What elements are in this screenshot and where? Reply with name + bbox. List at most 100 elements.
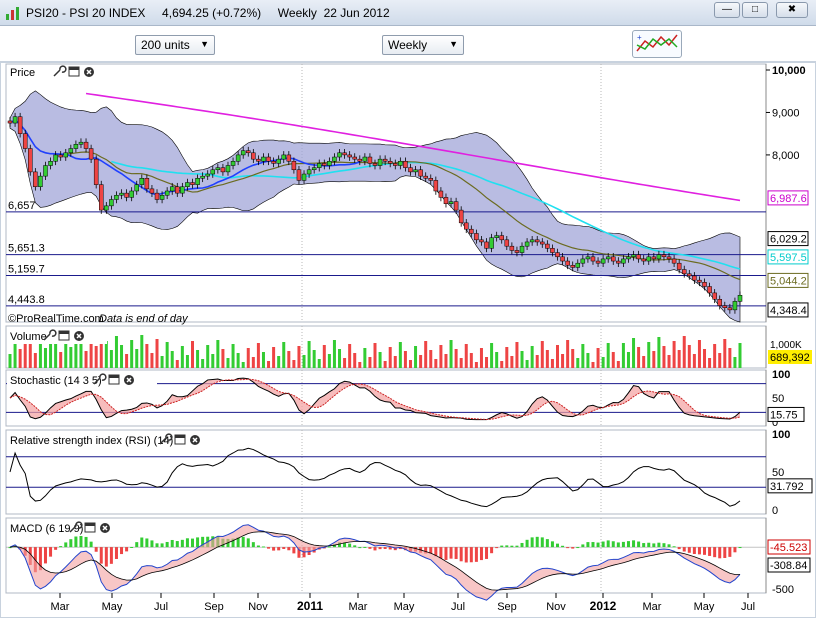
candle <box>175 186 180 194</box>
macd-histogram-bar <box>429 547 433 554</box>
stoch-fill <box>10 378 740 420</box>
volume-bar <box>256 343 260 368</box>
volume-bar <box>292 360 296 368</box>
volume-bar <box>550 359 554 368</box>
volume-bar <box>733 357 737 368</box>
stoch-marker-label: 15.75 <box>770 409 798 421</box>
indicators-button[interactable]: + <box>632 30 682 58</box>
close-window-button[interactable]: ✖ <box>776 2 808 18</box>
candle <box>28 148 33 173</box>
candle <box>169 186 175 192</box>
macd-histogram-bar <box>510 545 514 548</box>
x-tick-label: May <box>102 601 123 613</box>
x-tick-label: 2012 <box>590 599 617 613</box>
candle <box>631 254 636 258</box>
macd-histogram-bar <box>241 536 245 548</box>
volume-bar <box>49 334 53 368</box>
indicators-icon: + <box>636 33 678 52</box>
macd-histogram-bar <box>343 542 347 548</box>
volume-bar <box>38 339 42 368</box>
volume-bar <box>642 356 646 368</box>
volume-bar <box>170 351 174 368</box>
macd-histogram-bar <box>348 543 352 548</box>
volume-bar <box>317 359 321 368</box>
volume-bar <box>28 344 32 368</box>
volume-bar <box>114 336 118 368</box>
chart-canvas[interactable]: 6,657 5,651.3 5,159.7 4,443.8 10,000 9,000 8,0… <box>0 62 816 618</box>
candle <box>154 192 160 200</box>
y-tick-label: 8,000 <box>772 150 800 162</box>
volume-bar <box>485 357 489 368</box>
title-bar: PSI20 - PSI 20 INDEX 4,694.25 (+0.72%) W… <box>0 0 816 26</box>
volume-bar <box>495 352 499 368</box>
macd-histogram-bar <box>556 543 559 548</box>
candle <box>555 252 560 258</box>
volume-bar <box>479 348 483 368</box>
rsi-y-tick: 50 <box>772 467 784 479</box>
volume-bar <box>525 360 529 368</box>
wrench-shape <box>43 329 57 341</box>
candle <box>235 154 241 162</box>
candle <box>73 144 79 149</box>
window-bar <box>109 375 119 378</box>
x-tick-label: Nov <box>248 601 268 613</box>
macd-histogram-bar <box>277 547 281 551</box>
candle <box>697 279 702 283</box>
bollinger-band <box>9 90 741 323</box>
candle <box>38 175 43 188</box>
macd-histogram-bar <box>185 538 189 548</box>
candle <box>281 154 286 160</box>
rsi-marker-box <box>767 478 813 494</box>
candle <box>164 190 170 196</box>
candle <box>595 260 601 264</box>
macd-histogram-bar <box>256 545 260 548</box>
volume-bar <box>175 360 179 368</box>
candle <box>230 161 236 166</box>
candle <box>423 175 428 179</box>
volume-bar <box>297 346 301 368</box>
x-tick-label: Mar <box>643 601 662 613</box>
macd-histogram-bar <box>59 546 63 548</box>
macd-histogram-bar <box>550 541 554 548</box>
volume-bar <box>79 342 83 368</box>
volume-bar <box>109 350 113 368</box>
stoch-y-tick: 0 <box>772 417 778 429</box>
volume-bar <box>632 338 636 368</box>
macd-histogram-bar <box>525 539 529 548</box>
macd-histogram-bar <box>363 546 367 548</box>
macd-histogram-bar <box>378 547 382 550</box>
macd-histogram-bar <box>637 541 641 548</box>
macd-histogram-bar <box>150 540 154 548</box>
candle <box>403 161 408 168</box>
chart-area[interactable]: 6,657 5,651.3 5,159.7 4,443.8 10,000 9,000 8,0… <box>0 62 816 618</box>
x-tick-label: Sep <box>204 601 224 613</box>
macd-histogram-bar <box>332 544 336 548</box>
candle <box>616 260 621 264</box>
wrench-shape <box>53 65 67 77</box>
candle <box>433 180 439 192</box>
macd-histogram-bar <box>145 538 149 548</box>
minimize-button[interactable]: — <box>714 2 740 18</box>
candle <box>413 169 418 173</box>
price-marker-box <box>767 190 809 206</box>
macd-marker-box <box>767 539 811 555</box>
maximize-button[interactable]: □ <box>742 2 768 18</box>
units-select[interactable]: 200 units ▼ <box>135 35 215 55</box>
candle <box>372 163 378 166</box>
rsi-y-tick: 0 <box>772 505 778 517</box>
macd-histogram-bar <box>69 539 73 548</box>
macd-histogram-bar <box>180 539 184 548</box>
volume-bar <box>682 336 686 368</box>
macd-histogram-bar <box>135 542 139 548</box>
candle <box>43 165 48 177</box>
period-select-value: Weekly <box>388 38 428 52</box>
macd-histogram-bar <box>713 547 717 558</box>
macd-histogram-bar <box>94 547 98 552</box>
volume-bar <box>241 362 245 368</box>
macd-histogram-bar <box>201 536 205 548</box>
candle <box>99 184 104 211</box>
close-icon <box>190 435 200 445</box>
volume-bar <box>556 345 559 368</box>
period-select[interactable]: Weekly ▼ <box>382 35 464 55</box>
price-marker-box <box>767 249 809 265</box>
